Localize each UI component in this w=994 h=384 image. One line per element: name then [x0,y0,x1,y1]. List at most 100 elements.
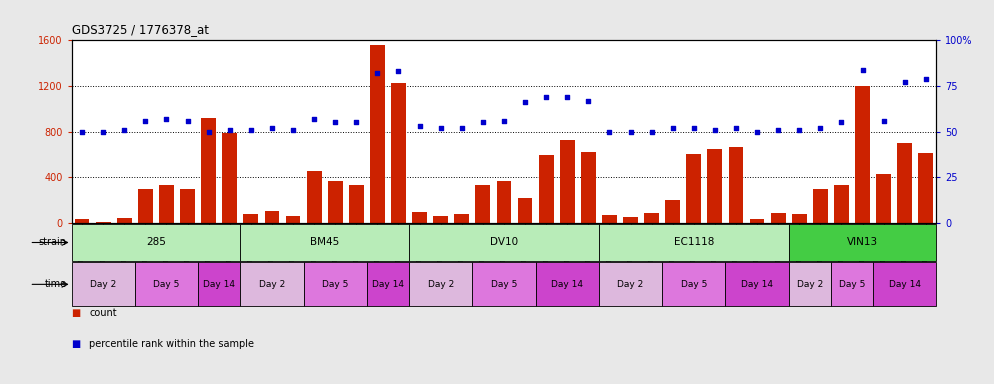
Bar [539,156,554,223]
Bar [770,213,785,223]
Point [560,94,576,100]
Bar [391,83,406,223]
Point [180,118,196,124]
Point [454,125,470,131]
Bar [729,147,744,223]
Text: Day 14: Day 14 [889,280,920,289]
Text: time: time [45,279,67,290]
Bar [834,185,849,223]
Bar [497,181,511,223]
Bar [708,149,723,223]
Text: ■: ■ [72,308,81,318]
Bar [855,86,870,223]
Text: ■: ■ [72,339,81,349]
Bar [623,217,638,223]
Text: Day 14: Day 14 [742,280,773,289]
Point [728,125,744,131]
Bar [898,143,912,223]
Point [95,128,111,135]
Bar [602,215,617,223]
Bar [135,262,198,306]
Bar [472,262,536,306]
Text: BM45: BM45 [310,237,339,248]
Point [432,125,448,131]
Bar [241,262,303,306]
Point [812,125,828,131]
Bar [202,118,216,223]
Bar [117,218,131,223]
Point [855,66,871,73]
Bar [598,262,662,306]
Bar [560,139,575,223]
Bar [726,262,788,306]
Bar [518,198,533,223]
Bar [303,262,367,306]
Bar [241,224,410,261]
Text: count: count [89,308,117,318]
Bar [813,189,828,223]
Point [517,99,533,106]
Text: Day 2: Day 2 [427,280,454,289]
Point [116,127,132,133]
Text: Day 14: Day 14 [203,280,236,289]
Point [665,125,681,131]
Text: Day 5: Day 5 [839,280,865,289]
Bar [180,189,195,223]
Bar [410,262,472,306]
Point [391,68,407,74]
Point [601,128,617,135]
Bar [264,211,279,223]
Point [201,128,217,135]
Bar [687,154,701,223]
Bar [198,262,241,306]
Bar [918,152,933,223]
Point [412,123,427,129]
Point [496,118,512,124]
Point [158,116,174,122]
Bar [665,200,680,223]
Bar [244,214,258,223]
Text: percentile rank within the sample: percentile rank within the sample [89,339,254,349]
Text: Day 5: Day 5 [681,280,707,289]
Bar [598,224,788,261]
Bar [223,132,238,223]
Point [917,76,933,82]
Point [370,70,386,76]
Point [897,79,912,85]
Point [622,128,638,135]
Point [834,119,850,126]
Point [876,118,892,124]
Point [686,125,702,131]
Bar [138,189,153,223]
Bar [413,212,427,223]
Bar [877,174,891,223]
Text: Day 14: Day 14 [552,280,583,289]
Point [285,127,301,133]
Point [538,94,554,100]
Text: VIN13: VIN13 [847,237,878,248]
Bar [536,262,598,306]
Bar [792,214,807,223]
Bar [349,185,364,223]
Point [243,127,258,133]
Bar [749,219,764,223]
Bar [644,213,659,223]
Point [264,125,280,131]
Text: strain: strain [39,237,67,248]
Bar [95,222,110,223]
Bar [580,152,595,223]
Text: DV10: DV10 [490,237,518,248]
Point [327,119,343,126]
Point [348,119,364,126]
Text: Day 5: Day 5 [322,280,349,289]
Point [222,127,238,133]
Point [770,127,786,133]
Bar [367,262,410,306]
Text: Day 2: Day 2 [796,280,823,289]
Bar [72,224,241,261]
Bar [410,224,598,261]
Text: EC1118: EC1118 [674,237,714,248]
Point [644,128,660,135]
Bar [454,214,469,223]
Text: Day 2: Day 2 [258,280,285,289]
